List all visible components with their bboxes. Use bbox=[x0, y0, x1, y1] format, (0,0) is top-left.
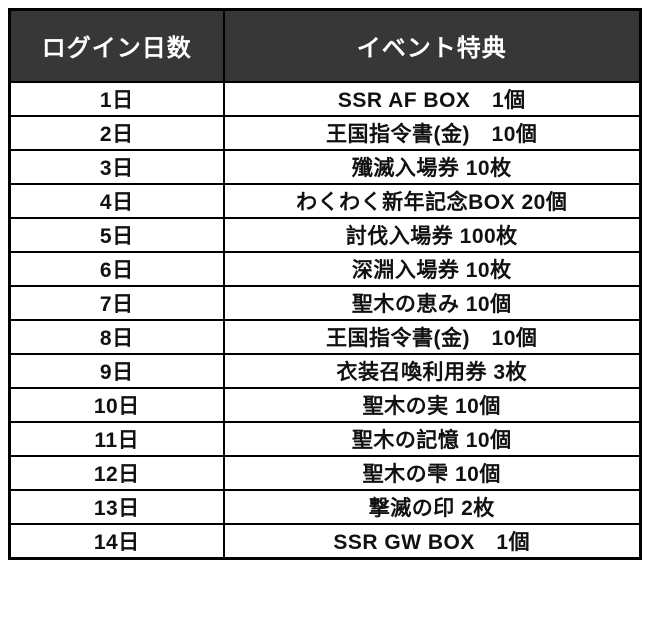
table-row: 8日 王国指令書(金) 10個 bbox=[8, 318, 642, 355]
table-row: 9日 衣装召喚利用券 3枚 bbox=[8, 352, 642, 389]
day-cell: 5日 bbox=[8, 216, 225, 253]
reward-cell: 聖木の記憶 10個 bbox=[222, 420, 642, 457]
table-row: 3日 殲滅入場券 10枚 bbox=[8, 148, 642, 185]
table-row: 10日 聖木の実 10個 bbox=[8, 386, 642, 423]
day-cell: 6日 bbox=[8, 250, 225, 287]
reward-cell: 衣装召喚利用券 3枚 bbox=[222, 352, 642, 389]
reward-cell: 聖木の実 10個 bbox=[222, 386, 642, 423]
header-row: ログイン日数 イベント特典 bbox=[8, 8, 642, 83]
table-row: 12日 聖木の雫 10個 bbox=[8, 454, 642, 491]
day-cell: 3日 bbox=[8, 148, 225, 185]
table-body: 1日 SSR AF BOX 1個 2日 王国指令書(金) 10個 3日 殲滅入場… bbox=[8, 80, 642, 559]
table-row: 13日 撃滅の印 2枚 bbox=[8, 488, 642, 525]
reward-cell: SSR AF BOX 1個 bbox=[222, 80, 642, 117]
table-row: 4日 わくわく新年記念BOX 20個 bbox=[8, 182, 642, 219]
day-cell: 11日 bbox=[8, 420, 225, 457]
day-cell: 2日 bbox=[8, 114, 225, 151]
day-cell: 12日 bbox=[8, 454, 225, 491]
table-row: 14日 SSR GW BOX 1個 bbox=[8, 522, 642, 559]
reward-cell: 聖木の雫 10個 bbox=[222, 454, 642, 491]
reward-cell: 聖木の恵み 10個 bbox=[222, 284, 642, 321]
day-cell: 7日 bbox=[8, 284, 225, 321]
table-row: 1日 SSR AF BOX 1個 bbox=[8, 80, 642, 117]
table-row: 2日 王国指令書(金) 10個 bbox=[8, 114, 642, 151]
day-cell: 4日 bbox=[8, 182, 225, 219]
day-cell: 9日 bbox=[8, 352, 225, 389]
table-row: 11日 聖木の記憶 10個 bbox=[8, 420, 642, 457]
table-header: ログイン日数 イベント特典 bbox=[8, 8, 642, 83]
reward-cell: 王国指令書(金) 10個 bbox=[222, 318, 642, 355]
reward-cell: SSR GW BOX 1個 bbox=[222, 522, 642, 559]
reward-cell: 撃滅の印 2枚 bbox=[222, 488, 642, 525]
header-event-reward: イベント特典 bbox=[222, 8, 642, 83]
header-login-days: ログイン日数 bbox=[8, 8, 225, 83]
day-cell: 8日 bbox=[8, 318, 225, 355]
reward-cell: わくわく新年記念BOX 20個 bbox=[222, 182, 642, 219]
day-cell: 13日 bbox=[8, 488, 225, 525]
table-row: 7日 聖木の恵み 10個 bbox=[8, 284, 642, 321]
reward-cell: 殲滅入場券 10枚 bbox=[222, 148, 642, 185]
day-cell: 14日 bbox=[8, 522, 225, 559]
login-bonus-table: ログイン日数 イベント特典 1日 SSR AF BOX 1個 2日 王国指令書(… bbox=[8, 8, 642, 560]
day-cell: 10日 bbox=[8, 386, 225, 423]
table-row: 6日 深淵入場券 10枚 bbox=[8, 250, 642, 287]
reward-cell: 王国指令書(金) 10個 bbox=[222, 114, 642, 151]
reward-cell: 討伐入場券 100枚 bbox=[222, 216, 642, 253]
day-cell: 1日 bbox=[8, 80, 225, 117]
table-row: 5日 討伐入場券 100枚 bbox=[8, 216, 642, 253]
reward-cell: 深淵入場券 10枚 bbox=[222, 250, 642, 287]
